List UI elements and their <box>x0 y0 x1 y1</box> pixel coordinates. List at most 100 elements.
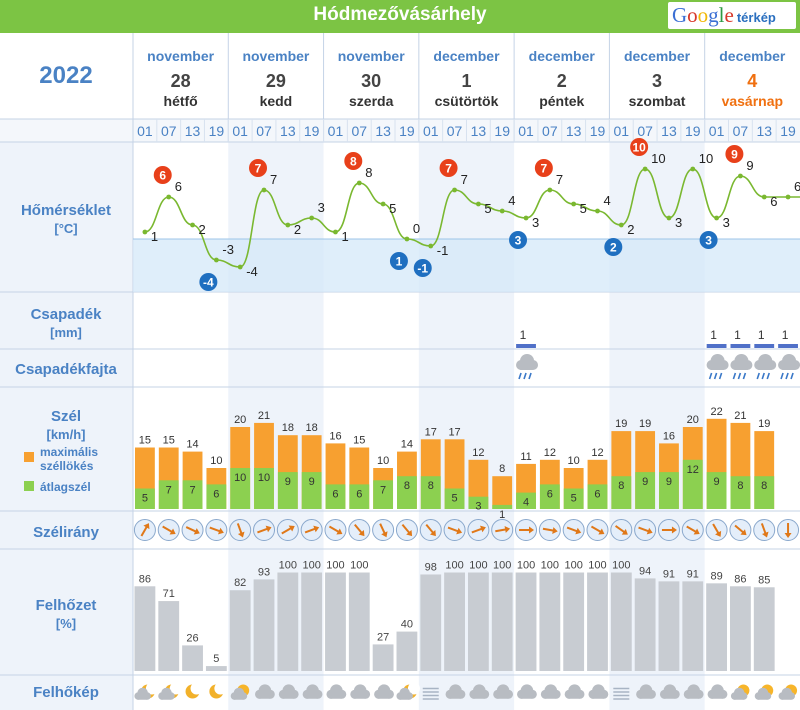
rain-drop <box>742 372 747 380</box>
temperature-value: 10 <box>651 151 665 166</box>
cloud-base <box>685 693 701 699</box>
avg-wind-value: 5 <box>571 493 577 505</box>
gust-value: 21 <box>258 410 270 422</box>
year-label: 2022 <box>39 62 92 89</box>
cloud-base <box>159 695 173 700</box>
title-bar: Hódmezővásárhely Google térkép <box>0 0 800 33</box>
logo-letter: l <box>718 3 725 27</box>
moon-cut <box>214 682 227 695</box>
weekday-label: péntek <box>539 93 584 109</box>
daily-min-value: 3 <box>515 234 522 248</box>
arrow-head <box>336 528 343 535</box>
temperature-value: 6 <box>794 179 800 194</box>
temperature-point <box>690 166 696 172</box>
avg-wind-value: 8 <box>618 480 624 492</box>
weekday-label: csütörtök <box>435 93 499 109</box>
precip-bar <box>706 344 727 348</box>
arrow-head <box>575 527 582 535</box>
wind-arrow-icon <box>519 526 535 534</box>
precip-value: 1 <box>520 328 527 342</box>
cloud-icon <box>445 684 466 699</box>
precip-value: 1 <box>710 328 717 342</box>
hour-label: 19 <box>685 123 701 139</box>
hour-label: 19 <box>399 123 415 139</box>
cloud-icon <box>469 684 490 699</box>
daily-min-badge <box>699 231 718 249</box>
rain-icon <box>706 354 729 380</box>
precipitation-label: Csapadék <box>31 306 103 323</box>
cloud-icon <box>158 687 175 700</box>
cloud-cover-bar <box>277 572 299 671</box>
cloud-cover-value: 100 <box>517 560 535 572</box>
hour-label: 07 <box>256 123 272 139</box>
cloud-cover-bar <box>706 583 727 671</box>
arrow-head <box>715 530 722 537</box>
avg-wind-bar <box>539 484 560 509</box>
avg-wind-value: 6 <box>547 488 553 500</box>
cloud-cover-bar <box>372 644 394 671</box>
precip-bar <box>778 344 798 348</box>
day-number: 1 <box>461 71 471 91</box>
temperature-point <box>666 215 672 221</box>
moon-icon <box>209 682 227 699</box>
wind-arrow-icon <box>379 523 388 538</box>
daily-max-badge <box>534 159 553 177</box>
cloud-icon <box>754 687 772 700</box>
cloud-cover-value: 100 <box>612 560 630 572</box>
hour-label: 01 <box>328 123 344 139</box>
cloud-base <box>590 693 606 699</box>
hour-label: 07 <box>352 123 368 139</box>
cloud-cover-bar <box>753 587 775 671</box>
rain-drop <box>528 372 532 380</box>
wind-arrow-icon <box>760 523 769 538</box>
precip-type-label: Csapadékfajta <box>15 361 117 378</box>
arrow-head <box>480 525 486 533</box>
cloud-cover-bar <box>134 586 156 671</box>
hour-label: 19 <box>494 123 510 139</box>
temperature-value: 2 <box>294 222 301 237</box>
cloud-icon <box>350 684 371 699</box>
daily-max-badge <box>439 159 458 177</box>
gust-value: 21 <box>734 410 746 422</box>
gust-value: 18 <box>282 422 294 434</box>
cloud-cover-bar <box>205 666 227 671</box>
cloud-cover-value: 71 <box>163 588 175 600</box>
temperature-point <box>380 201 386 207</box>
arrow-head <box>265 525 272 533</box>
avg-wind-value: 7 <box>380 484 386 496</box>
temperature-value: 5 <box>389 201 396 216</box>
cloud-icon <box>374 684 394 699</box>
cloud-base <box>756 695 769 700</box>
avg-wind-bar <box>254 468 274 509</box>
rain-icon <box>778 354 800 380</box>
rain-drop <box>708 372 713 380</box>
cloud-icon <box>540 684 561 699</box>
below-zero-band <box>133 239 800 292</box>
temperature-value: 8 <box>365 165 372 180</box>
gust-value: 19 <box>758 418 770 430</box>
avg-wind-value: 6 <box>213 488 219 500</box>
cloud-base <box>447 693 463 699</box>
avg-wind-value: 9 <box>285 476 291 488</box>
rain-drop <box>718 372 723 380</box>
cloud-cover-bar <box>420 574 442 671</box>
label-column-bg <box>0 142 133 710</box>
gust-value: 11 <box>520 451 531 463</box>
google-map-link[interactable]: Google térkép <box>668 2 796 29</box>
cloud-base <box>637 693 654 699</box>
arrow-head <box>237 531 245 538</box>
avg-legend-swatch <box>24 481 34 491</box>
gust-value: 20 <box>687 414 699 426</box>
daily-min-badge <box>389 252 408 270</box>
wind-direction-icons <box>133 519 800 541</box>
avg-wind-bar <box>754 476 775 509</box>
cloud-icon <box>588 684 609 699</box>
temperature-value: 5 <box>484 201 491 216</box>
avg-wind-value: 9 <box>714 476 720 488</box>
hour-label: 13 <box>661 123 677 139</box>
hour-label: 13 <box>471 123 487 139</box>
temperature-point <box>142 229 148 235</box>
cloud-base <box>495 693 511 699</box>
wind-label: Szél <box>51 408 81 425</box>
